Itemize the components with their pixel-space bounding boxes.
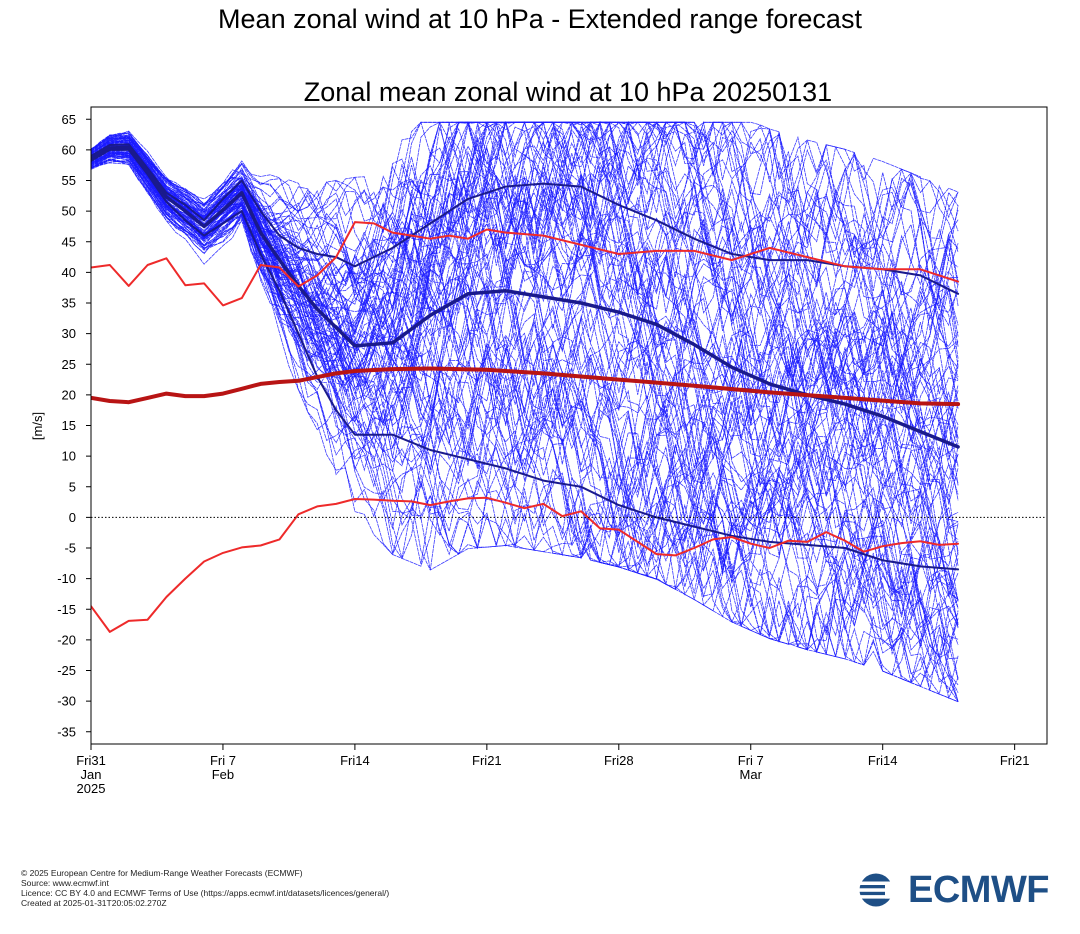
ensemble-member-line [91, 140, 959, 618]
y-tick-label: 0 [69, 510, 76, 525]
y-tick-label: -30 [57, 694, 76, 709]
chart-title: Zonal mean zonal wind at 10 hPa 20250131 [304, 77, 832, 107]
plot-area [90, 106, 1048, 745]
x-tick-label: Feb [212, 767, 234, 782]
y-tick-label: 60 [62, 142, 76, 157]
y-tick-label: 25 [62, 357, 76, 372]
series-line-ensemble-upper [91, 143, 960, 295]
ensemble-member-line [91, 128, 959, 427]
page-title: Mean zonal wind at 10 hPa - Extended ran… [218, 4, 862, 34]
source-text: Source: www.ecmwf.int [21, 878, 109, 888]
copyright-text: © 2025 European Centre for Medium-Range … [21, 868, 303, 878]
y-tick-label: 15 [62, 418, 76, 433]
y-tick-label: 40 [62, 265, 76, 280]
x-tick-label: Fri14 [340, 753, 370, 768]
ensemble-member-line [91, 121, 959, 361]
ensemble-member-line [91, 137, 959, 611]
ensemble-member-line [91, 147, 959, 647]
ensemble-member-line [91, 120, 959, 505]
y-tick-label: 30 [62, 326, 76, 341]
x-tick-label: 2025 [77, 781, 106, 796]
y-tick-label: -5 [64, 541, 76, 556]
ensemble-member-line [91, 121, 959, 409]
ensemble-member-line [91, 121, 959, 365]
x-tick-label: Fri21 [1000, 753, 1030, 768]
x-tick-label: Fri 7 [210, 753, 236, 768]
y-axis: 65605550454035302520151050-5-10-15-20-25… [57, 112, 91, 739]
ecmwf-logo-icon [858, 873, 904, 907]
ensemble-member-line [91, 150, 959, 695]
y-tick-label: 55 [62, 173, 76, 188]
ensemble-member-line [91, 135, 959, 693]
created-text: Created at 2025-01-31T20:05:02.270Z [21, 898, 167, 908]
x-tick-label: Mar [740, 767, 763, 782]
series-line-ensemble-lower [91, 148, 960, 571]
y-tick-label: 50 [62, 204, 76, 219]
ensemble-member-line [91, 131, 959, 522]
series-line-climatology-max [91, 221, 960, 307]
ensemble-member-line [91, 144, 959, 470]
y-tick-label: -20 [57, 632, 76, 647]
x-tick-label: Jan [81, 767, 102, 782]
ensemble-member-line [91, 121, 959, 450]
y-tick-label: -35 [57, 724, 76, 739]
ensemble-member-line [91, 154, 959, 458]
y-tick-label: -25 [57, 663, 76, 678]
licence-text: Licence: CC BY 4.0 and ECMWF Terms of Us… [21, 888, 390, 898]
series-line-climatology-mean [91, 366, 961, 407]
x-tick-label: Fri 7 [738, 753, 764, 768]
x-tick-label: Fri31 [76, 753, 106, 768]
series-layer [91, 143, 961, 633]
ensemble-member-line [91, 130, 959, 703]
ensemble-member-line [91, 144, 959, 569]
x-tick-label: Fri28 [604, 753, 634, 768]
ensemble-member-line [91, 152, 959, 511]
y-tick-label: 45 [62, 234, 76, 249]
x-tick-label: Fri21 [472, 753, 502, 768]
y-tick-label: 10 [62, 449, 76, 464]
y-tick-label: 35 [62, 296, 76, 311]
ensemble-member-line [91, 120, 959, 378]
series-line-ensemble-mean [91, 145, 960, 449]
y-tick-label: -15 [57, 602, 76, 617]
ensemble-member-line [91, 145, 959, 653]
ensemble-members [91, 120, 959, 703]
x-tick-label: Fri14 [868, 753, 898, 768]
y-tick-label: -10 [57, 571, 76, 586]
ensemble-member-line [91, 136, 959, 679]
ensemble-member-line [91, 121, 959, 441]
y-axis-label: [m/s] [30, 412, 45, 440]
ensemble-member-line [91, 121, 959, 336]
series-line-climatology-min [91, 496, 960, 633]
y-tick-label: 20 [62, 387, 76, 402]
ensemble-member-line [91, 135, 959, 594]
ensemble-member-line [91, 121, 959, 291]
y-tick-label: 5 [69, 479, 76, 494]
ensemble-member-line [91, 154, 959, 548]
ensemble-member-line [91, 121, 959, 427]
footer: © 2025 European Centre for Medium-Range … [21, 868, 389, 908]
ensemble-member-line [91, 160, 959, 687]
ecmwf-logo-text: ECMWF [908, 868, 1050, 911]
y-tick-label: 65 [62, 112, 76, 127]
chart: Zonal mean zonal wind at 10 hPa 20250131… [30, 77, 1048, 796]
ecmwf-logo: ECMWF [858, 868, 1050, 911]
ensemble-member-line [91, 121, 959, 460]
